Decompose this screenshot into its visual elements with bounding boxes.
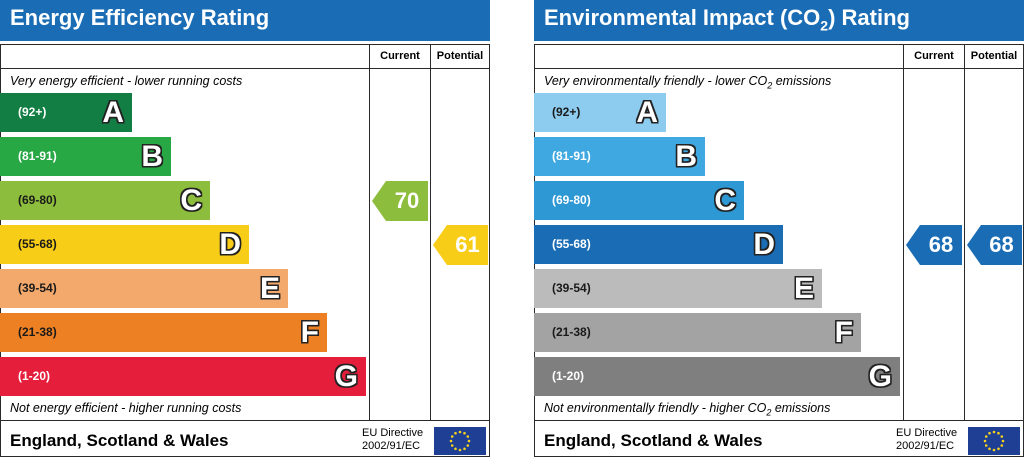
energy-band-range: (39-54) bbox=[18, 281, 57, 295]
energy-current-col-divider bbox=[369, 44, 370, 421]
environmental-potential-arrow bbox=[967, 224, 1022, 265]
environmental-potential-rating-indicator: 68 bbox=[967, 224, 1022, 265]
environmental-current-header: Current bbox=[914, 50, 954, 62]
environmental-band-letter: D bbox=[753, 228, 775, 261]
environmental-potential-header: Potential bbox=[970, 50, 1018, 62]
energy-band-range: (69-80) bbox=[18, 193, 57, 207]
environmental-band-letter: B bbox=[675, 140, 697, 173]
energy-band-g: (1-20) G bbox=[0, 357, 366, 396]
energy-bottom-note: Not energy efficient - higher running co… bbox=[10, 401, 242, 415]
environmental-eu-directive-line1: EU Directive bbox=[896, 427, 958, 439]
energy-band-f: (21-38) F bbox=[0, 313, 327, 352]
environmental-band-letter: E bbox=[793, 272, 814, 305]
energy-band-letter: B bbox=[141, 140, 163, 173]
energy-footer-divider bbox=[0, 420, 490, 421]
environmental-band-range: (39-54) bbox=[552, 281, 591, 295]
environmental-current-rating-value: 68 bbox=[928, 231, 954, 257]
energy-header-divider bbox=[0, 68, 490, 69]
energy-band-range: (1-20) bbox=[18, 369, 51, 383]
energy-top-note: Very energy efficient - lower running co… bbox=[10, 74, 243, 88]
energy-potential-arrow bbox=[433, 224, 488, 265]
energy-potential-rating-value: 61 bbox=[455, 231, 480, 257]
environmental-eu-directive-line2: 2002/91/EC bbox=[896, 440, 955, 452]
energy-band-letter: F bbox=[300, 316, 319, 349]
environmental-band-letter: F bbox=[834, 316, 853, 349]
energy-footer-region: England, Scotland & Wales bbox=[10, 431, 229, 450]
environmental-band-range: (21-38) bbox=[552, 325, 591, 339]
energy-band-letter: C bbox=[180, 184, 202, 217]
environmental-band-c: (69-80) C bbox=[534, 181, 744, 220]
energy-band-range: (21-38) bbox=[18, 325, 57, 339]
environmental-band-b: (81-91) B bbox=[534, 137, 705, 176]
energy-title: Energy Efficiency Rating bbox=[10, 5, 270, 30]
environmental-footer-divider bbox=[534, 420, 1024, 421]
environmental-band-range: (81-91) bbox=[552, 149, 591, 163]
environmental-current-col-divider bbox=[903, 44, 904, 421]
environmental-header-divider bbox=[534, 68, 1024, 69]
energy-eu-directive-line1: EU Directive bbox=[362, 427, 424, 439]
eu-flag-icon bbox=[434, 427, 486, 455]
energy-eu-directive: EU Directive 2002/91/EC bbox=[362, 427, 423, 453]
energy-band-letter: A bbox=[102, 96, 124, 129]
environmental-eu-directive: EU Directive 2002/91/EC bbox=[896, 427, 957, 453]
environmental-band-a: (92+) A bbox=[534, 93, 666, 132]
energy-band-c: (69-80) C bbox=[0, 181, 210, 220]
energy-band-letter: D bbox=[219, 228, 241, 261]
environmental-current-arrow bbox=[906, 224, 962, 265]
environmental-band-range: (1-20) bbox=[552, 369, 585, 383]
environmental-potential-rating-value: 68 bbox=[989, 231, 1014, 257]
energy-potential-rating-indicator: 61 bbox=[433, 224, 488, 265]
environmental-band-e: (39-54) E bbox=[534, 269, 822, 308]
environmental-band-d: (55-68) D bbox=[534, 225, 783, 264]
energy-potential-col-divider bbox=[430, 44, 431, 421]
energy-potential-header: Potential bbox=[436, 50, 484, 62]
environmental-bottom-note: Not environmentally friendly - higher CO… bbox=[544, 401, 831, 418]
energy-current-rating-indicator: 70 bbox=[372, 180, 428, 221]
environmental-current-rating-indicator: 68 bbox=[906, 224, 962, 265]
energy-current-arrow bbox=[372, 180, 428, 221]
energy-band-b: (81-91) B bbox=[0, 137, 171, 176]
energy-eu-directive-line2: 2002/91/EC bbox=[362, 440, 421, 452]
energy-current-header: Current bbox=[380, 50, 420, 62]
environmental-title-bar: Environmental Impact (CO2) Rating bbox=[534, 0, 1024, 41]
energy-current-rating-value: 70 bbox=[394, 187, 420, 213]
energy-band-d: (55-68) D bbox=[0, 225, 249, 264]
energy-band-letter: E bbox=[259, 272, 280, 305]
energy-band-range: (55-68) bbox=[18, 237, 57, 251]
eu-flag-icon bbox=[968, 427, 1020, 455]
energy-efficiency-panel: Energy Efficiency Rating Current Potenti… bbox=[0, 0, 490, 460]
environmental-band-f: (21-38) F bbox=[534, 313, 861, 352]
energy-band-range: (92+) bbox=[18, 105, 47, 119]
environmental-footer-region: England, Scotland & Wales bbox=[544, 431, 763, 450]
environmental-band-range: (92+) bbox=[552, 105, 581, 119]
environmental-title: Environmental Impact (CO2) Rating bbox=[544, 5, 910, 34]
environmental-band-letter: A bbox=[636, 96, 658, 129]
environmental-impact-panel: Environmental Impact (CO2) Rating Curren… bbox=[534, 0, 1024, 460]
environmental-band-range: (69-80) bbox=[552, 193, 591, 207]
energy-band-e: (39-54) E bbox=[0, 269, 288, 308]
environmental-band-g: (1-20) G bbox=[534, 357, 900, 396]
environmental-band-letter: C bbox=[714, 184, 736, 217]
energy-band-letter: G bbox=[334, 360, 358, 393]
environmental-top-note: Very environmentally friendly - lower CO… bbox=[544, 74, 832, 91]
energy-band-range: (81-91) bbox=[18, 149, 57, 163]
environmental-potential-col-divider bbox=[964, 44, 965, 421]
environmental-band-range: (55-68) bbox=[552, 237, 591, 251]
energy-title-bar: Energy Efficiency Rating bbox=[0, 0, 490, 41]
environmental-band-letter: G bbox=[868, 360, 892, 393]
energy-band-a: (92+) A bbox=[0, 93, 132, 132]
